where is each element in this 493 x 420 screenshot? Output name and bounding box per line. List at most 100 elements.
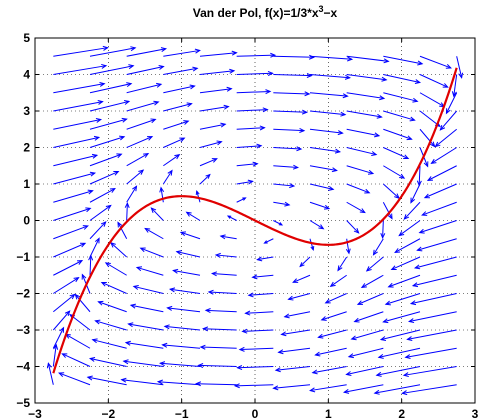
x-axis-tick-labels: −3 −2 −1 0 1 2 3 <box>28 407 479 420</box>
field-arrowhead <box>411 282 419 288</box>
field-arrow <box>236 180 253 185</box>
field-arrow <box>419 128 435 147</box>
field-arrowhead <box>132 285 139 290</box>
y-axis-tick-labels: −5 −4 −3 −2 −1 0 1 2 3 4 5 <box>16 31 30 410</box>
field-arrow <box>203 328 237 331</box>
field-arrowhead <box>439 124 446 131</box>
field-arrow <box>418 165 421 186</box>
field-arrowhead <box>387 282 394 288</box>
field-arrowhead <box>272 385 279 391</box>
x-tick-label: 3 <box>472 407 479 420</box>
field-arrowhead <box>91 338 98 344</box>
field-arrowhead <box>429 141 436 148</box>
field-arrow <box>382 202 393 219</box>
field-arrow <box>346 183 370 194</box>
x-tick-label: 1 <box>325 407 332 420</box>
field-arrow <box>394 238 421 253</box>
field-arrow <box>98 301 127 313</box>
field-arrow <box>105 262 127 276</box>
field-arrowhead <box>394 248 401 253</box>
field-arrow <box>309 147 340 153</box>
field-arrow <box>382 220 384 238</box>
field-arrow <box>52 310 71 331</box>
field-arrowhead <box>150 207 157 213</box>
field-arrow <box>236 145 262 148</box>
field-arrow <box>87 376 127 386</box>
field-arrow <box>90 357 127 367</box>
field-arrow <box>126 203 128 221</box>
field-arrow <box>398 220 421 236</box>
field-arrow <box>419 92 445 108</box>
field-arrowhead <box>163 324 170 330</box>
field-arrowhead <box>238 346 245 352</box>
field-arrowhead <box>153 100 160 106</box>
field-arrow <box>407 329 457 340</box>
field-arrowhead <box>398 230 405 237</box>
field-arrow <box>273 183 295 187</box>
field-arrow <box>89 100 130 112</box>
field-arrow <box>344 384 384 393</box>
field-arrowhead <box>423 193 430 199</box>
field-arrow <box>164 325 201 331</box>
field-arrowhead <box>407 318 415 324</box>
field-arrow <box>382 183 400 199</box>
field-arrow <box>53 65 107 75</box>
field-arrow <box>309 220 324 230</box>
field-arrow <box>309 201 330 210</box>
field-arrow <box>237 366 274 369</box>
field-arrowhead <box>350 335 357 341</box>
field-arrow <box>242 329 274 332</box>
field-arrowhead <box>82 225 89 230</box>
field-arrowhead <box>373 389 380 395</box>
field-arrowhead <box>342 93 349 99</box>
field-arrow <box>309 165 337 171</box>
field-arrowhead <box>124 340 131 346</box>
field-arrowhead <box>197 363 204 369</box>
field-arrowhead <box>46 362 52 369</box>
field-arrow <box>126 118 156 130</box>
field-arrowhead <box>91 153 99 159</box>
field-arrowhead <box>88 356 96 362</box>
field-arrow <box>309 238 314 250</box>
field-arrow <box>273 201 290 206</box>
field-arrowhead <box>374 132 381 138</box>
field-arrowhead <box>320 316 327 321</box>
field-arrow <box>151 207 164 221</box>
field-arrowhead <box>334 148 342 154</box>
field-arrow <box>309 128 343 134</box>
field-arrowhead <box>144 227 151 233</box>
field-arrow <box>346 110 382 118</box>
field-arrow <box>273 165 298 168</box>
field-arrow <box>75 294 91 313</box>
field-arrowhead <box>387 213 393 220</box>
field-arrow <box>126 153 149 167</box>
field-arrowhead <box>375 371 382 377</box>
field-arrow <box>378 347 421 358</box>
field-arrowhead <box>412 97 419 103</box>
field-arrow <box>89 255 92 276</box>
field-arrow <box>53 207 91 221</box>
field-arrowhead <box>97 300 104 306</box>
field-arrow <box>125 342 164 349</box>
field-arrowhead <box>304 91 311 97</box>
field-arrowhead <box>342 388 350 394</box>
field-arrow <box>312 366 347 374</box>
field-arrowhead <box>59 326 65 333</box>
field-arrowhead <box>426 176 434 181</box>
field-arrowhead <box>359 208 366 214</box>
field-arrowhead <box>87 189 94 195</box>
field-arrowhead <box>434 141 441 148</box>
field-arrow <box>383 128 412 140</box>
field-arrow <box>53 172 95 185</box>
field-arrow <box>101 282 127 294</box>
field-arrow <box>133 285 164 294</box>
field-arrow <box>53 277 79 294</box>
field-arrow <box>198 364 237 367</box>
x-tick-label: −3 <box>28 407 42 420</box>
y-tick-label: 2 <box>23 141 30 155</box>
field-arrow <box>220 235 237 240</box>
field-arrow <box>236 72 273 75</box>
field-arrow <box>273 74 312 77</box>
field-arrow <box>163 85 195 94</box>
